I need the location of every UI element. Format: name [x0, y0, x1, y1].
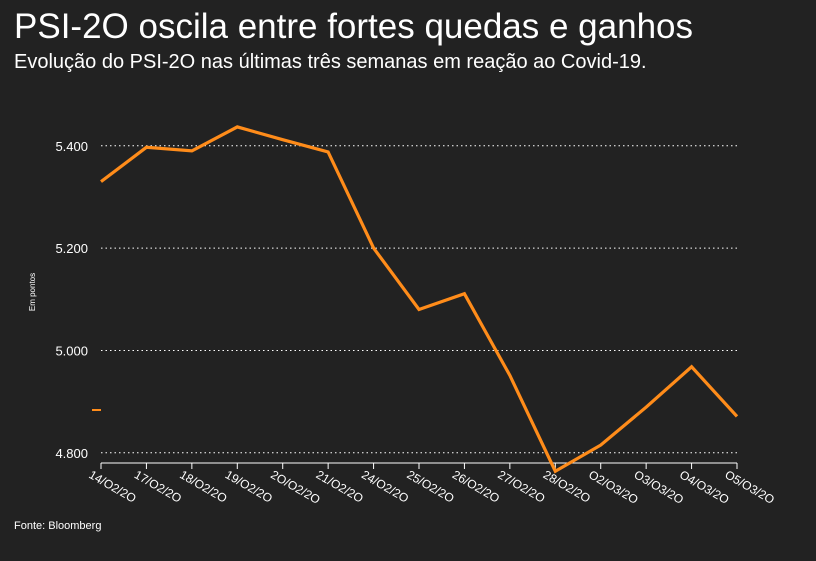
x-tick-label: 17/O2/2O [132, 467, 184, 505]
y-tick: 4.800 [55, 446, 88, 461]
y-tick-label: 5.400 [55, 139, 88, 154]
x-tick-label: O3/O3/2O [632, 467, 686, 506]
y-axis-ticks: 4.800 5.000 5.200 5.400 [55, 139, 88, 461]
y-tick: 5.200 [55, 241, 88, 256]
x-tick: 25/O2/2O [405, 463, 457, 506]
x-tick-label: O5/O3/2O [723, 467, 777, 506]
x-tick-label: 27/O2/2O [495, 467, 547, 505]
x-tick-label: 28/O2/2O [541, 467, 593, 505]
x-tick: O2/O3/2O [586, 463, 641, 507]
y-tick: 5.400 [55, 139, 88, 154]
y-tick: 5.000 [55, 343, 88, 358]
y-tick-label: 4.800 [55, 446, 88, 461]
series-group [100, 125, 739, 474]
x-tick-label: 26/O2/2O [450, 467, 502, 505]
x-tick: 17/O2/2O [132, 463, 184, 506]
x-tick: O3/O3/2O [632, 463, 686, 507]
x-tick-label: 25/O2/2O [405, 467, 457, 505]
x-tick-label: 19/O2/2O [223, 467, 275, 505]
x-tick-label: 14/O2/2O [87, 467, 139, 505]
x-tick-label: O4/O3/2O [677, 467, 731, 506]
x-tick: 21/O2/2O [314, 463, 366, 506]
chart-subtitle: Evolução do PSI-2O nas últimas três sema… [14, 51, 647, 73]
x-tick: 28/O2/2O [541, 463, 593, 506]
y-tick-label: 5.000 [55, 343, 88, 358]
x-tick: 14/O2/2O [87, 463, 139, 506]
x-axis-ticks: 14/O2/2O17/O2/2O18/O2/2O19/O2/2O2O/O2/2O… [87, 463, 777, 507]
x-tick: O4/O3/2O [677, 463, 731, 507]
chart-title: PSI-2O oscila entre fortes quedas e ganh… [14, 7, 694, 46]
x-tick-label: 18/O2/2O [177, 467, 229, 505]
y-tick-label: 5.200 [55, 241, 88, 256]
source-note: Fonte: Bloomberg [14, 520, 102, 532]
series-line [100, 125, 739, 474]
x-tick: 18/O2/2O [177, 463, 229, 506]
x-tick-label: 21/O2/2O [314, 467, 366, 505]
x-tick-label: 2O/O2/2O [268, 467, 322, 506]
x-tick: 2O/O2/2O [268, 463, 323, 507]
x-tick-label: 24/O2/2O [359, 467, 411, 505]
x-tick: 27/O2/2O [495, 463, 547, 506]
x-tick: 19/O2/2O [223, 463, 275, 506]
x-tick: 26/O2/2O [450, 463, 502, 506]
grid-lines [101, 145, 737, 454]
x-tick: 24/O2/2O [359, 463, 411, 506]
x-tick: O5/O3/2O [723, 463, 777, 507]
x-tick-label: O2/O3/2O [586, 467, 640, 506]
y-axis-label: Em pontos [28, 273, 37, 311]
